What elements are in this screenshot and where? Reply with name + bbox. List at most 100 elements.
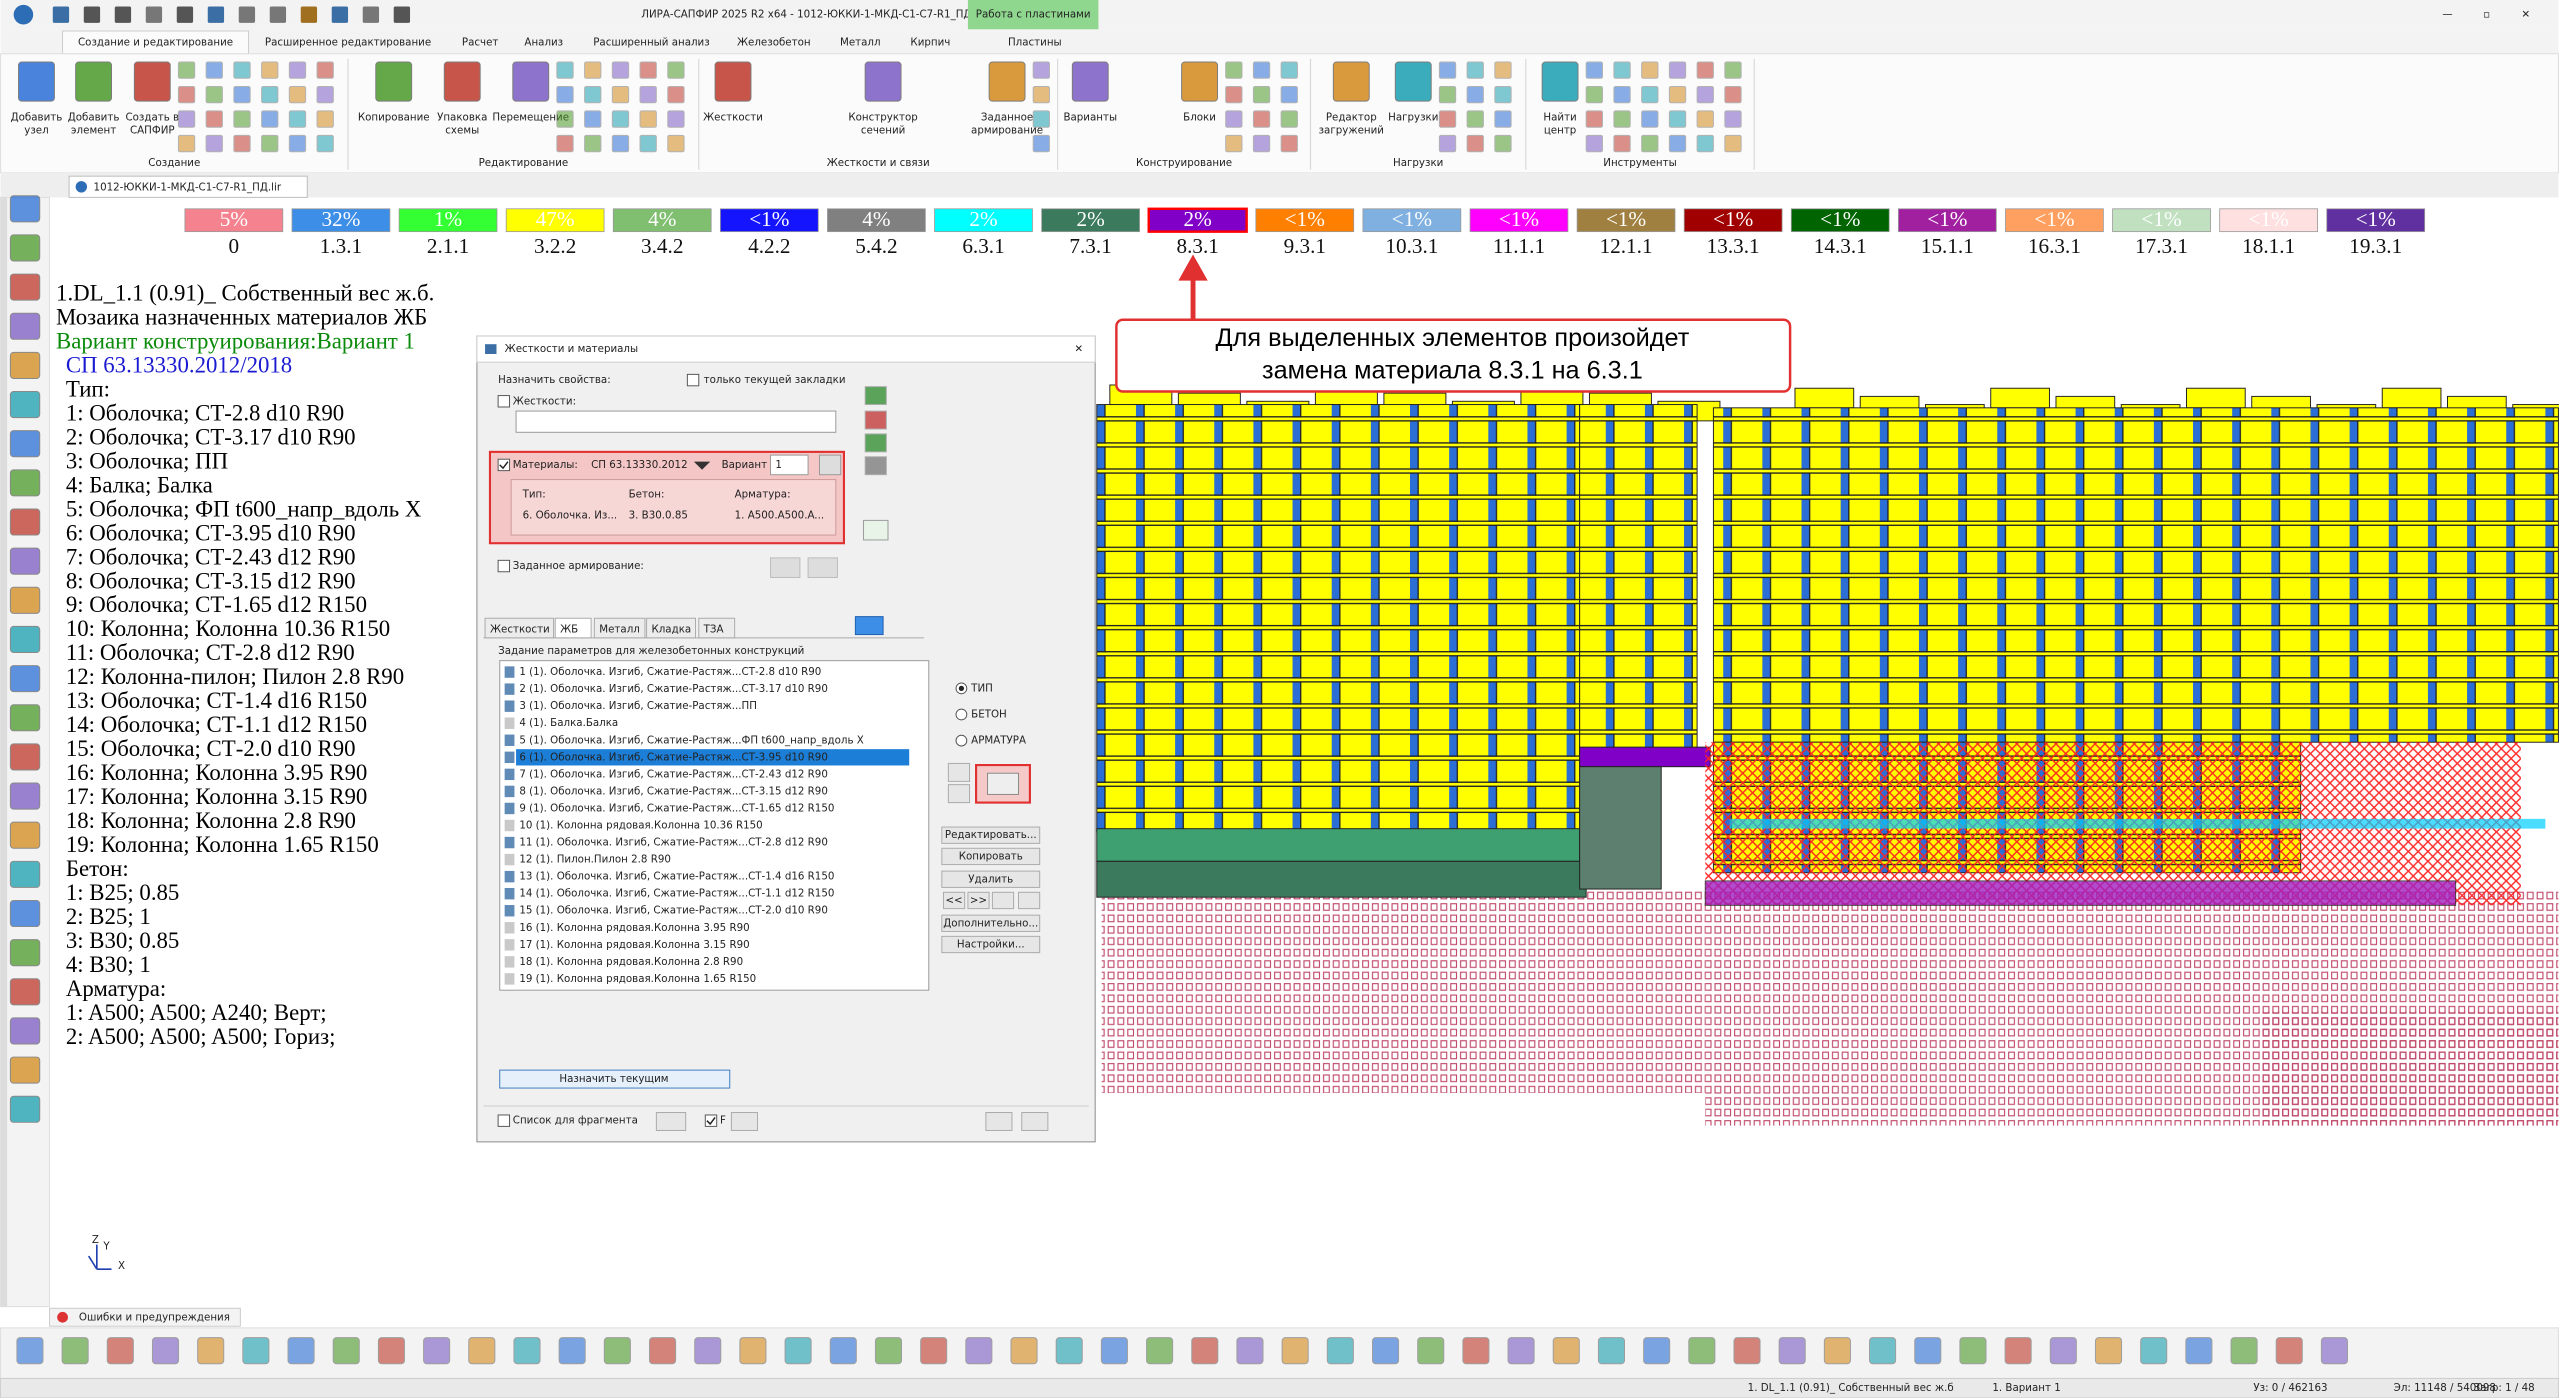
small-tool-icon[interactable] <box>584 134 602 153</box>
small-tool-icon[interactable] <box>205 134 223 153</box>
bottom-tool-icon[interactable] <box>377 1337 405 1365</box>
side-action[interactable] <box>864 410 887 430</box>
small-tool-icon[interactable] <box>233 134 251 153</box>
small-tool-icon[interactable] <box>639 61 657 79</box>
small-tool-icon[interactable] <box>611 134 630 153</box>
small-tool-icon[interactable] <box>1641 85 1659 104</box>
bottom-tool-icon[interactable] <box>558 1337 586 1365</box>
small-tool-icon[interactable] <box>1494 61 1512 79</box>
list-item[interactable]: 13 (1). Оболочка. Изгиб, Сжатие-Растяж..… <box>519 871 834 883</box>
bottom-tool-icon[interactable] <box>287 1337 315 1365</box>
small-tool-icon[interactable] <box>667 85 685 104</box>
small-tool-icon[interactable] <box>1252 85 1271 104</box>
small-tool-icon[interactable] <box>1585 134 1603 153</box>
small-tool-icon[interactable] <box>1724 110 1742 128</box>
ribbon-button-icon[interactable] <box>375 61 413 102</box>
bottom-tool-icon[interactable] <box>1778 1337 1806 1365</box>
small-tool-icon[interactable] <box>1668 134 1687 153</box>
small-tool-icon[interactable] <box>1641 134 1659 153</box>
ribbon-button-icon[interactable] <box>18 61 55 102</box>
reinf-add[interactable] <box>770 557 801 578</box>
left-tool-icon[interactable] <box>9 469 41 497</box>
ribbon-button-icon[interactable] <box>1541 61 1579 102</box>
quick-access-icon[interactable] <box>52 6 70 23</box>
list-item[interactable]: 3 (1). Оболочка. Изгиб, Сжатие-Растяж...… <box>519 700 757 712</box>
small-tool-icon[interactable] <box>316 134 334 153</box>
ribbon-button-icon[interactable] <box>714 61 752 102</box>
footer-icon[interactable] <box>1021 1112 1049 1131</box>
small-tool-icon[interactable] <box>611 85 630 104</box>
small-tool-icon[interactable] <box>556 110 574 128</box>
quick-access-icon[interactable] <box>393 6 411 23</box>
small-tool-icon[interactable] <box>261 61 279 79</box>
stiffness-field[interactable] <box>515 410 837 433</box>
dialog-button[interactable] <box>942 891 966 910</box>
reinf-remove[interactable] <box>807 557 838 578</box>
left-tool-icon[interactable] <box>9 547 41 575</box>
radio[interactable] <box>955 708 968 721</box>
dialog-tab[interactable] <box>484 617 555 639</box>
quick-access-icon[interactable] <box>331 6 349 23</box>
small-tool-icon[interactable] <box>1225 110 1243 128</box>
bottom-tool-icon[interactable] <box>61 1337 89 1365</box>
radio[interactable] <box>955 734 968 747</box>
small-tool-icon[interactable] <box>611 61 630 79</box>
left-tool-icon[interactable] <box>9 1017 41 1045</box>
bottom-tool-icon[interactable] <box>1597 1337 1626 1365</box>
left-tool-icon[interactable] <box>9 782 41 810</box>
nav-extra[interactable] <box>991 891 1015 910</box>
small-tool-icon[interactable] <box>1280 110 1298 128</box>
bottom-tool-icon[interactable] <box>2230 1337 2258 1365</box>
list-item[interactable]: 19 (1). Колонна рядовая.Колонна 1.65 R15… <box>519 973 756 985</box>
small-tool-icon[interactable] <box>556 85 574 104</box>
bottom-tool-icon[interactable] <box>1417 1337 1445 1365</box>
ribbon-button-icon[interactable] <box>1332 61 1370 102</box>
small-tool-icon[interactable] <box>205 85 223 104</box>
small-tool-icon[interactable] <box>667 134 685 153</box>
small-tool-icon[interactable] <box>1613 110 1631 128</box>
small-tool-icon[interactable] <box>1438 61 1457 79</box>
small-tool-icon[interactable] <box>1032 85 1050 104</box>
small-tool-icon[interactable] <box>1724 85 1742 104</box>
small-tool-icon[interactable] <box>1724 134 1742 153</box>
list-item[interactable]: 14 (1). Оболочка. Изгиб, Сжатие-Растяж..… <box>519 888 834 900</box>
side-action[interactable] <box>864 456 887 476</box>
bottom-tool-icon[interactable] <box>965 1337 993 1365</box>
bottom-tool-icon[interactable] <box>151 1337 180 1365</box>
ribbon-button-icon[interactable] <box>512 61 550 102</box>
small-tool-icon[interactable] <box>1613 61 1631 79</box>
small-tool-icon[interactable] <box>1032 110 1050 128</box>
bottom-tool-icon[interactable] <box>513 1337 541 1365</box>
small-tool-icon[interactable] <box>1585 110 1603 128</box>
small-tool-icon[interactable] <box>639 85 657 104</box>
left-tool-icon[interactable] <box>9 821 41 849</box>
small-tool-icon[interactable] <box>1438 85 1457 104</box>
small-tool-icon[interactable] <box>1668 85 1687 104</box>
small-tool-icon[interactable] <box>1494 134 1512 153</box>
small-tool-icon[interactable] <box>1466 61 1484 79</box>
variant-spin[interactable] <box>770 454 809 476</box>
dialog-button[interactable] <box>941 914 1041 932</box>
small-tool-icon[interactable] <box>205 61 223 79</box>
list-item[interactable]: 8 (1). Оболочка. Изгиб, Сжатие-Растяж...… <box>519 785 828 797</box>
small-tool-icon[interactable] <box>1466 85 1484 104</box>
bottom-tool-icon[interactable] <box>2320 1337 2348 1365</box>
small-tool-icon[interactable] <box>1252 110 1271 128</box>
checkbox[interactable] <box>704 1114 718 1127</box>
small-tool-icon[interactable] <box>233 85 251 104</box>
bottom-tool-icon[interactable] <box>16 1337 44 1365</box>
small-tool-icon[interactable] <box>261 134 279 153</box>
quick-access-icon[interactable] <box>362 6 380 23</box>
app-icon[interactable] <box>13 4 34 25</box>
small-tool-icon[interactable] <box>611 110 630 128</box>
small-tool-icon[interactable] <box>1641 61 1659 79</box>
context-tab[interactable] <box>967 0 1099 30</box>
small-tool-icon[interactable] <box>1225 134 1243 153</box>
list-item[interactable]: 4 (1). Балка.Балка <box>519 717 618 729</box>
bottom-tool-icon[interactable] <box>1010 1337 1038 1365</box>
bottom-tool-icon[interactable] <box>2049 1337 2077 1365</box>
bottom-tool-icon[interactable] <box>2275 1337 2303 1365</box>
bottom-tool-icon[interactable] <box>468 1337 496 1365</box>
small-tool-icon[interactable] <box>205 110 223 128</box>
small-tool-icon[interactable] <box>667 61 685 79</box>
